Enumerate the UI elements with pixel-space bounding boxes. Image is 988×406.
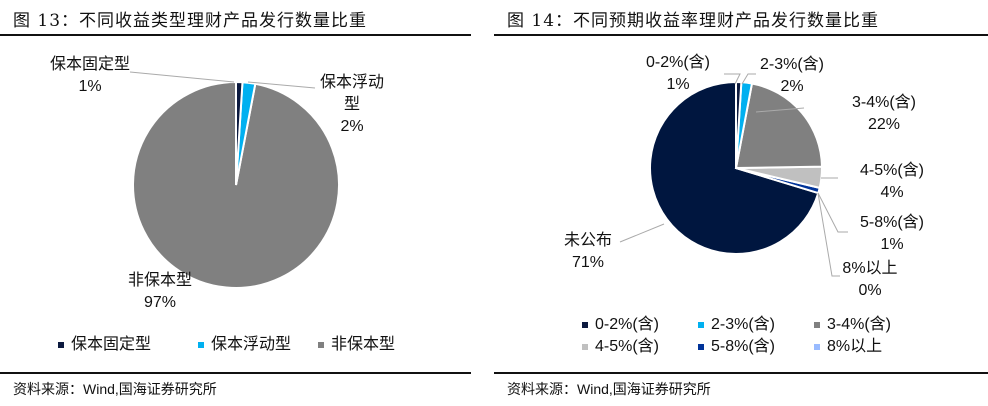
pie-chart bbox=[619, 73, 848, 277]
legend-item: 保本浮动型 bbox=[198, 330, 291, 354]
legend-swatch bbox=[318, 341, 324, 348]
legend-item: 非保本型 bbox=[318, 330, 395, 354]
leader-line bbox=[619, 223, 665, 243]
data-label: 0-2%(含) 1% bbox=[645, 54, 710, 93]
data-label: 保本浮动型 2% bbox=[319, 74, 384, 135]
data-label: 保本固定型 1% bbox=[49, 56, 130, 95]
chart-title: 图 13：不同收益类型理财产品发行数量比重 bbox=[13, 11, 368, 31]
leader-line bbox=[817, 192, 840, 277]
divider bbox=[0, 372, 471, 374]
chart-panel-14: 图 14：不同预期收益率理财产品发行数量比重 0-2%(含) 1% 2-3%(含)… bbox=[494, 0, 988, 406]
data-label: 3-4%(含) 22% bbox=[851, 94, 916, 133]
divider bbox=[494, 372, 988, 374]
pie-slice-6 bbox=[649, 80, 820, 255]
data-label: 非保本型 97% bbox=[127, 272, 192, 311]
leader-line bbox=[755, 107, 805, 113]
leader-line bbox=[724, 73, 741, 85]
data-label: 5-8%(含) 1% bbox=[859, 214, 924, 253]
leader-line bbox=[129, 71, 235, 83]
pie-slice-2 bbox=[734, 82, 824, 170]
legend-item: 保本固定型 bbox=[58, 330, 151, 354]
legend-item: 2-3%(含) bbox=[698, 310, 775, 334]
data-label: 8%以上 0% bbox=[842, 260, 898, 299]
legend-swatch bbox=[198, 341, 204, 348]
data-label: 2-3%(含) 2% bbox=[759, 56, 824, 95]
leader-line bbox=[741, 73, 756, 85]
pie-slice-0 bbox=[235, 80, 244, 186]
legend-item: 4-5%(含) bbox=[582, 332, 659, 356]
legend-item: 8%以上 bbox=[814, 332, 882, 356]
source-note: 资料来源：Wind,国海证券研究所 bbox=[507, 381, 711, 397]
chart-panel-13: 图 13：不同收益类型理财产品发行数量比重 保本固定型 1% 保本浮动型 2% 非保… bbox=[0, 11, 471, 397]
data-label: 未公布 71% bbox=[563, 232, 612, 271]
leader-line bbox=[817, 192, 848, 233]
data-label: 4-5%(含) 4% bbox=[859, 162, 924, 201]
legend-item: 5-8%(含) bbox=[698, 332, 775, 356]
source-note: 资料来源：Wind,国海证券研究所 bbox=[13, 381, 217, 397]
legend-swatch bbox=[58, 341, 64, 348]
legend: 0-2%(含) 2-3%(含) 3-4%(含) 4-5%(含) 5-8%(含) … bbox=[582, 310, 922, 360]
pie-chart bbox=[129, 71, 340, 289]
legend-item: 3-4%(含) bbox=[814, 310, 891, 334]
legend-item: 0-2%(含) bbox=[582, 310, 659, 334]
chart-title: 图 14：不同预期收益率理财产品发行数量比重 bbox=[507, 11, 880, 31]
leader-line bbox=[247, 81, 316, 89]
divider bbox=[0, 34, 471, 36]
divider bbox=[494, 34, 988, 36]
